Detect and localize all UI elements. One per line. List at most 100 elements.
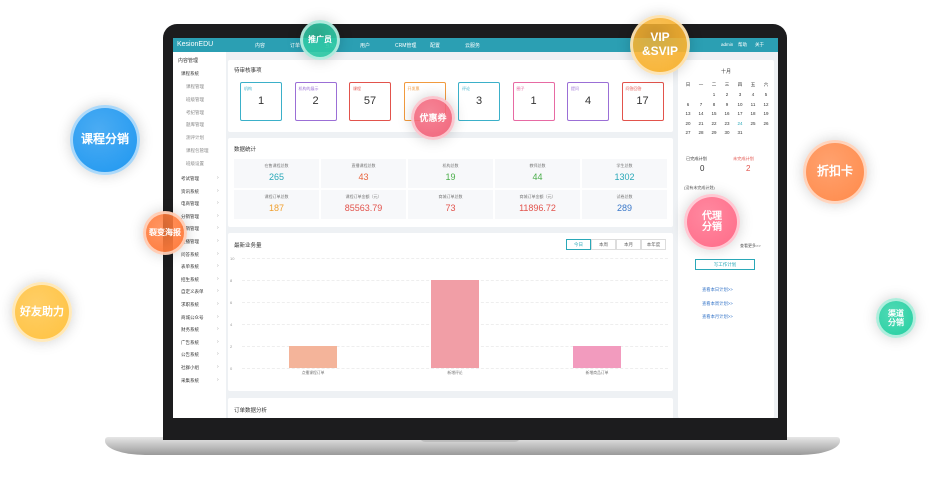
sidebar-item[interactable]: 直播管理 [181, 239, 199, 244]
day[interactable]: 7 [699, 101, 703, 107]
day[interactable]: 8 [712, 101, 716, 107]
day[interactable]: 3 [738, 92, 742, 97]
day[interactable]: 18 [750, 111, 756, 116]
weekday: 六 [763, 82, 769, 87]
sidebar-sub[interactable]: 测评计划 [186, 135, 204, 141]
day[interactable]: 23 [724, 120, 730, 126]
day[interactable]: 29 [711, 130, 717, 135]
day[interactable]: 1 [712, 92, 716, 97]
nav-item[interactable]: 配置 [430, 43, 441, 49]
sidebar-sub[interactable]: 题库管理 [186, 122, 204, 128]
sidebar-sub[interactable]: 课程管理 [186, 84, 204, 89]
sidebar-item[interactable]: 采集系统 [181, 377, 199, 383]
stat-label: 教师总数 [529, 163, 546, 168]
tab[interactable]: 本周 [591, 239, 616, 250]
nav-item[interactable]: 订单 [290, 43, 301, 49]
bubble-text: VIP [650, 30, 670, 45]
sidebar-sub[interactable]: 班级设置 [186, 160, 204, 166]
day[interactable]: 12 [763, 101, 769, 107]
bar [431, 280, 479, 368]
bubble-text: 分销 [888, 318, 904, 327]
day[interactable]: 2 [725, 92, 729, 97]
day[interactable]: 16 [724, 111, 730, 116]
stat-cell: 课程订单总数 187 [234, 190, 319, 219]
panel-title: 数据统计 [234, 147, 257, 153]
write-plan-button[interactable]: 写工作计划 [695, 259, 755, 270]
day[interactable]: 10 [737, 101, 743, 107]
user-link[interactable]: 帮助 [738, 42, 747, 47]
stat-cell: 直播课程总数 43 [321, 159, 406, 188]
sidebar-sub[interactable]: 班级管理 [186, 96, 204, 102]
sidebar-item[interactable]: 问答系统 [181, 251, 199, 257]
chevron: › [217, 288, 219, 295]
sidebar-sub[interactable]: 课程包管理 [186, 148, 209, 153]
sidebar-item[interactable]: 自定义表单 [181, 289, 204, 295]
day[interactable]: 15 [711, 111, 717, 116]
stat-label: 试卷总数 [616, 194, 633, 199]
panel-title: 订单数据分析 [234, 408, 268, 414]
tab[interactable]: 本年度 [641, 239, 666, 250]
more-link[interactable]: 查看更多>> [740, 243, 761, 248]
day[interactable]: 25 [750, 120, 756, 126]
card-label: 提问 [571, 86, 579, 91]
day[interactable]: 27 [685, 130, 691, 135]
sidebar-sub[interactable]: 考纪管理 [186, 109, 204, 115]
chevron: › [217, 376, 219, 383]
sidebar-item[interactable]: 财务系统 [181, 327, 199, 333]
sidebar-item[interactable]: 分销管理 [181, 213, 199, 219]
chevron: › [217, 200, 219, 207]
sidebar-group[interactable]: 课程系统 [181, 71, 199, 76]
sidebar-item[interactable]: 表单系统 [181, 264, 199, 270]
sidebar-item[interactable]: 求职系统 [181, 302, 199, 307]
sidebar-item[interactable]: 公告系统 [181, 352, 199, 358]
nav-item[interactable]: 用户 [360, 43, 371, 49]
day[interactable]: 14 [698, 111, 704, 116]
sidebar-item[interactable]: 营销管理 [181, 226, 199, 232]
day[interactable]: 13 [685, 111, 691, 116]
weekday: 三 [724, 82, 730, 87]
card-label: 机构 [244, 86, 252, 91]
bar [289, 346, 337, 368]
user-link[interactable]: 关于 [755, 42, 764, 47]
day[interactable]: 19 [763, 111, 769, 116]
brand: KesionEDU [177, 41, 214, 48]
nav-item[interactable]: CRM管理 [395, 43, 417, 49]
sidebar-item[interactable]: 考试管理 [181, 176, 199, 181]
day[interactable]: 4 [751, 92, 755, 97]
nav-item[interactable]: 云服务 [465, 43, 481, 49]
plan-link[interactable]: 查看本日计划>> [702, 287, 733, 292]
user-link[interactable]: admin [721, 42, 734, 47]
day[interactable]: 17 [737, 111, 743, 116]
plan-link[interactable]: 查看本月计划>> [702, 314, 733, 319]
day[interactable]: 5 [764, 92, 768, 97]
stat-value: 265 [268, 172, 285, 182]
bubble-text: 好友助力 [20, 305, 64, 318]
sidebar-item[interactable]: 广告系统 [181, 339, 199, 345]
day[interactable]: 11 [750, 101, 756, 107]
day[interactable]: 30 [724, 130, 730, 135]
day[interactable]: 31 [737, 130, 743, 135]
day[interactable]: 21 [698, 120, 704, 126]
tab[interactable]: 本月 [616, 239, 641, 250]
sidebar-item[interactable]: 招生系统 [181, 276, 199, 282]
plan-link[interactable]: 查看本周计划>> [702, 300, 733, 306]
stat-value: 85563.79 [344, 203, 383, 213]
day[interactable]: 9 [725, 101, 729, 107]
sidebar-item[interactable]: 资讯系统 [181, 188, 199, 194]
nav-item[interactable]: 内容 [255, 43, 266, 49]
day[interactable]: 20 [685, 120, 691, 126]
sidebar-item[interactable]: 电商管理 [181, 201, 199, 207]
card-value: 1 [530, 95, 537, 107]
sidebar-title: 内容管理 [178, 58, 199, 64]
tab[interactable]: 今日 [566, 239, 591, 250]
sidebar-item[interactable]: 社群小组 [181, 365, 199, 370]
day[interactable]: 22 [711, 120, 717, 126]
day[interactable]: 24 [737, 120, 743, 126]
sidebar-item[interactable]: 商城公众号 [181, 314, 204, 320]
weekday: 日 [685, 82, 691, 87]
day[interactable]: 26 [763, 120, 769, 126]
day[interactable]: 28 [698, 130, 704, 135]
day[interactable]: 6 [686, 101, 690, 107]
stat-cell: 教师总数 44 [495, 159, 580, 188]
stats-panel: 数据统计 在售课程总数 265 直播课程总数 43 机构总数 19 教师总数 44 学生总数 130… [228, 138, 673, 227]
